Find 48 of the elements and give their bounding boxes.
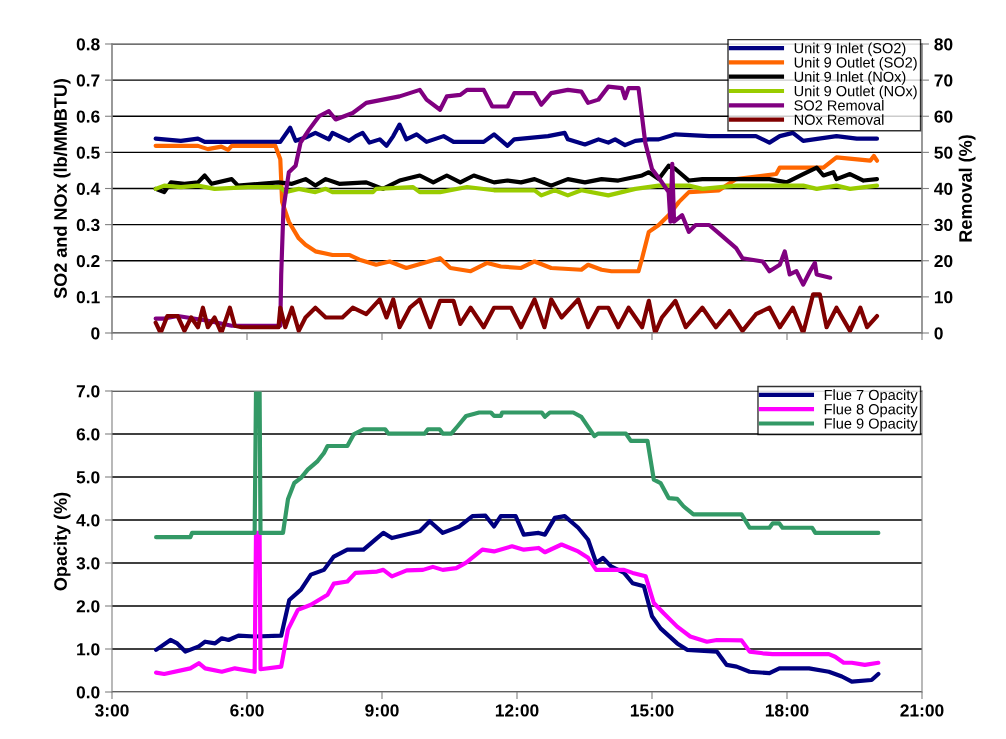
x-tick-label: 12:00 <box>495 704 539 717</box>
y2-tick-label: 80 <box>934 38 953 51</box>
y-tick-label: 5.0 <box>76 471 100 484</box>
y-tick-label: 7.0 <box>76 385 100 398</box>
x-tick-label: 18:00 <box>765 704 809 717</box>
y2-tick-label: 0 <box>934 327 943 340</box>
x-tick-label: 21:00 <box>900 704 944 717</box>
y-tick-label: 4.0 <box>76 514 100 527</box>
y-tick-label: 6.0 <box>76 428 100 441</box>
y-tick-label: 0.7 <box>76 74 100 87</box>
y-axis-title: SO2 and NOx (lb/MMBTU) <box>53 79 71 299</box>
y-tick-label: 0.6 <box>76 110 100 123</box>
x-tick-label: 9:00 <box>365 704 399 717</box>
legend-label: NOx Removal <box>794 114 884 125</box>
y2-tick-label: 10 <box>934 291 953 304</box>
y2-tick-label: 40 <box>934 182 953 195</box>
legend-label: Unit 9 Inlet (SO2) <box>794 42 906 57</box>
line-series <box>153 183 880 198</box>
y2-tick-label: 50 <box>934 146 953 159</box>
y-tick-label: 0.5 <box>76 146 100 159</box>
y-tick-label: 0.4 <box>76 182 101 195</box>
y2-tick-label: 70 <box>934 74 953 87</box>
y-axis-title: Opacity (%) <box>53 492 71 591</box>
legend-label: Unit 9 Inlet (NOx) <box>794 71 906 85</box>
legend-label: Flue 8 Opacity <box>824 403 918 418</box>
legend-label: Unit 9 Outlet (SO2) <box>794 56 917 71</box>
legend-label: SO2 Removal <box>794 99 884 111</box>
line-series <box>153 292 880 333</box>
x-tick-label: 3:00 <box>95 704 129 717</box>
y-tick-label: 0 <box>91 327 100 340</box>
y2-axis-title: Removal (%) <box>958 135 976 242</box>
line-series <box>153 143 880 274</box>
y-tick-label: 0.0 <box>76 686 100 699</box>
y2-tick-label: 20 <box>934 254 953 268</box>
legend-label: Unit 9 Outlet (NOx) <box>794 85 917 100</box>
y2-tick-label: 60 <box>934 110 953 123</box>
y2-tick-label: 30 <box>934 218 953 232</box>
legend-label: Flue 7 Opacity <box>824 389 918 403</box>
y-tick-label: 0.1 <box>76 291 100 304</box>
y-tick-label: 1.0 <box>77 643 100 656</box>
y-tick-label: 2.0 <box>76 600 100 613</box>
y-tick-label: 0.8 <box>76 38 100 51</box>
x-tick-label: 6:00 <box>230 704 264 717</box>
y-tick-label: 0.3 <box>76 218 100 232</box>
legend-label: Flue 9 Opacity <box>824 418 918 432</box>
x-tick-label: 15:00 <box>630 704 674 717</box>
y-tick-label: 0.2 <box>76 254 100 268</box>
y-tick-label: 3.0 <box>76 557 100 570</box>
